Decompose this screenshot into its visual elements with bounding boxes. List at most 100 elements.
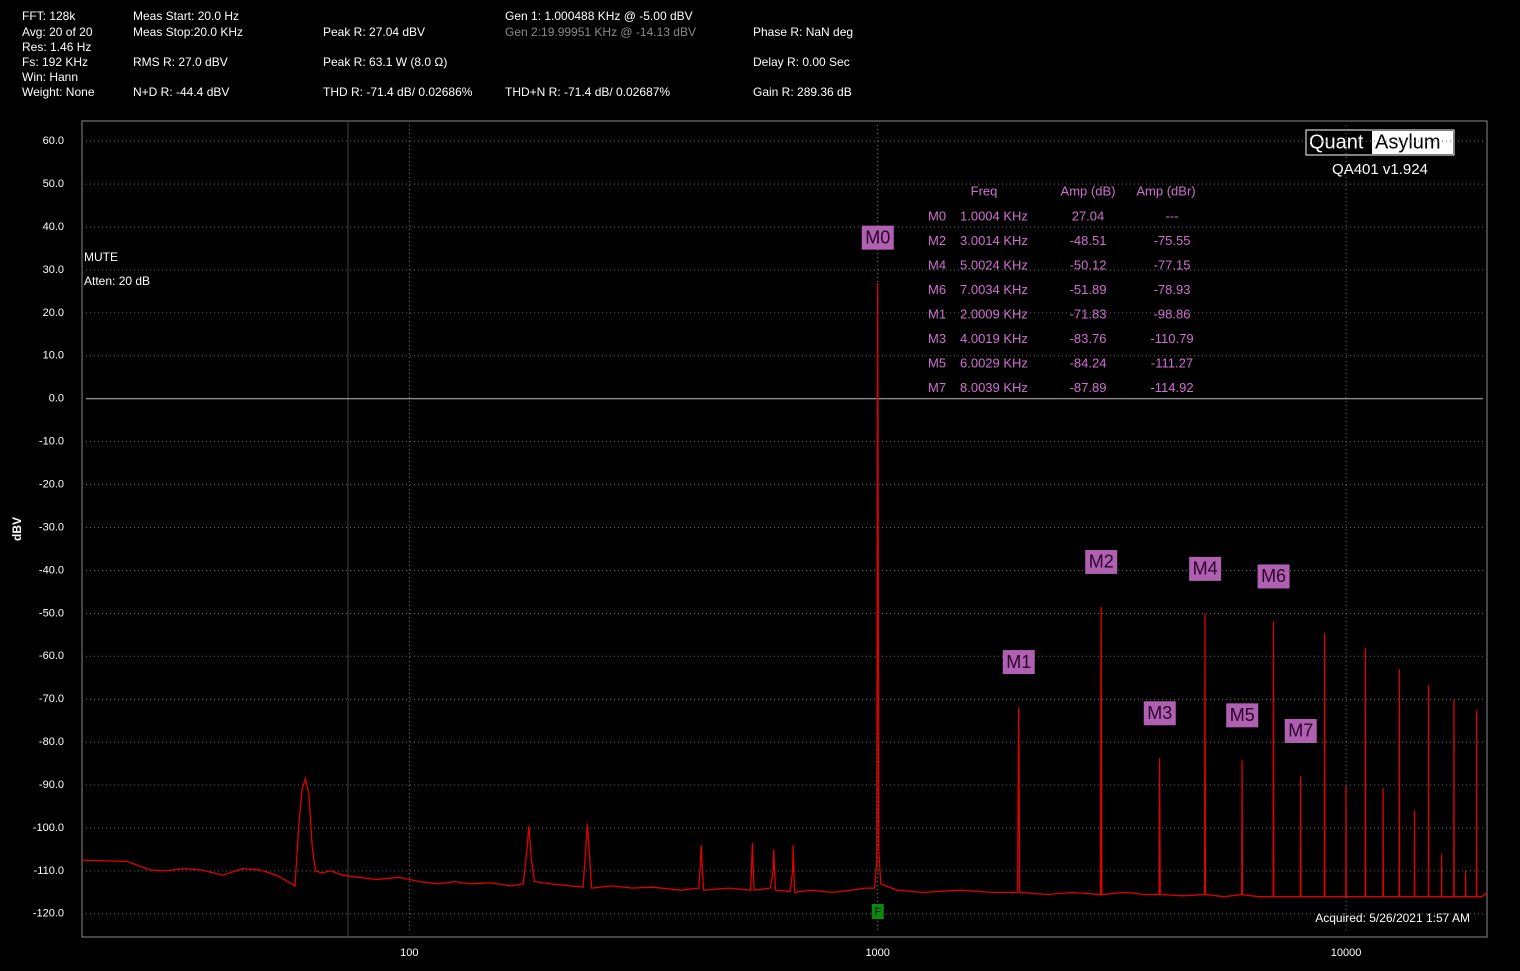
x-tick-label: 100	[400, 947, 418, 959]
readout: Avg: 20 of 20	[22, 25, 93, 39]
marker-tag-label: M4	[1193, 559, 1218, 579]
table-dbr: -114.92	[1150, 380, 1193, 395]
y-tick-label: -80.0	[39, 736, 64, 748]
fundamental-flag-box	[871, 904, 884, 919]
logo-asylum: Asylum	[1375, 131, 1441, 153]
table-dbr: -75.55	[1154, 233, 1191, 248]
fundamental-flag: F	[874, 906, 881, 918]
y-tick-label: -110.0	[34, 865, 64, 877]
table-dbr: -110.79	[1150, 331, 1193, 346]
marker-tag-label: M7	[1288, 721, 1313, 741]
readout: Phase R: NaN deg	[753, 25, 853, 39]
readout: Weight: None	[22, 85, 95, 99]
y-tick-label: 40.0	[43, 221, 64, 233]
table-freq: 1.0004 KHz	[960, 208, 1028, 223]
marker-tag-label: M6	[1261, 566, 1286, 586]
readout: Delay R: 0.00 Sec	[753, 55, 850, 69]
table-freq: 4.0019 KHz	[960, 331, 1028, 346]
atten-note: Atten: 20 dB	[84, 274, 150, 288]
table-header: Amp (dB)	[1061, 183, 1116, 198]
readout: THD R: -71.4 dB/ 0.02686%	[323, 85, 473, 99]
table-marker: M6	[928, 282, 946, 297]
y-tick-label: -40.0	[39, 564, 64, 576]
marker-tag	[1257, 564, 1290, 589]
readout: THD+N R: -71.4 dB/ 0.02687%	[505, 85, 670, 99]
y-tick-label: -60.0	[39, 650, 64, 662]
table-dbr: -98.86	[1154, 306, 1191, 321]
marker-tag	[1002, 650, 1035, 675]
table-amp: -87.89	[1070, 380, 1107, 395]
y-tick-label: -10.0	[39, 436, 64, 448]
logo-fill	[1372, 131, 1453, 154]
table-amp: -51.89	[1070, 282, 1107, 297]
table-freq: 7.0034 KHz	[960, 282, 1028, 297]
marker-tag	[1189, 556, 1222, 581]
readout: FFT: 128k	[22, 9, 76, 23]
marker-tag-label: M0	[865, 227, 890, 247]
table-amp: -48.51	[1070, 233, 1107, 248]
marker-tag	[1226, 703, 1259, 728]
table-amp: -83.76	[1070, 331, 1107, 346]
y-axis-label: dBV	[10, 517, 24, 541]
x-tick-label: 1000	[865, 947, 889, 959]
readout: N+D R: -44.4 dBV	[133, 85, 229, 99]
y-tick-label: -20.0	[39, 478, 64, 490]
readout: Res: 1.46 Hz	[22, 40, 91, 54]
version: QA401 v1.924	[1332, 161, 1428, 178]
table-dbr: -77.15	[1154, 257, 1191, 272]
readout: Gen 1: 1.000488 KHz @ -5.00 dBV	[505, 9, 693, 23]
table-marker: M0	[928, 208, 946, 223]
mute-note: MUTE	[84, 250, 118, 264]
marker-tag	[1284, 718, 1317, 743]
marker-tag-label: M5	[1230, 705, 1255, 725]
marker-tag	[1085, 549, 1118, 574]
readout: Peak R: 27.04 dBV	[323, 25, 425, 39]
table-freq: 3.0014 KHz	[960, 233, 1028, 248]
readout: Gen 2:19.99951 KHz @ -14.13 dBV	[505, 25, 696, 39]
table-header: Freq	[971, 183, 998, 198]
readout: Meas Start: 20.0 Hz	[133, 9, 239, 23]
y-tick-label: 30.0	[43, 264, 64, 276]
y-tick-label: 50.0	[43, 178, 64, 190]
table-marker: M2	[928, 233, 946, 248]
y-tick-label: 20.0	[43, 307, 64, 319]
y-tick-label: -90.0	[39, 779, 64, 791]
x-tick-label: 10000	[1331, 947, 1362, 959]
table-amp: -50.12	[1070, 257, 1107, 272]
marker-tag-label: M3	[1147, 703, 1172, 723]
y-tick-label: -70.0	[39, 693, 64, 705]
readout: Gain R: 289.36 dB	[753, 85, 852, 99]
marker-tag	[861, 225, 894, 250]
acquired: Acquired: 5/26/2021 1:57 AM	[1315, 911, 1470, 925]
y-tick-label: -100.0	[33, 822, 64, 834]
readout: RMS R: 27.0 dBV	[133, 55, 228, 69]
table-marker: M4	[928, 257, 946, 272]
readout: Peak R: 63.1 W (8.0 Ω)	[323, 55, 447, 69]
readout: Win: Hann	[22, 70, 78, 84]
table-amp: -84.24	[1070, 355, 1107, 370]
table-marker: M7	[928, 380, 946, 395]
marker-tag-label: M1	[1006, 652, 1031, 672]
y-tick-label: 0.0	[49, 393, 64, 405]
table-dbr: -78.93	[1154, 282, 1191, 297]
y-tick-label: 10.0	[43, 350, 64, 362]
table-marker: M5	[928, 355, 946, 370]
readout: Meas Stop:20.0 KHz	[133, 25, 243, 39]
table-freq: 2.0009 KHz	[960, 306, 1028, 321]
plot-area	[81, 120, 1488, 938]
y-tick-label: -50.0	[39, 607, 64, 619]
marker-tag	[1143, 701, 1176, 726]
table-amp: -71.83	[1070, 306, 1107, 321]
y-tick-label: -30.0	[39, 521, 64, 533]
table-freq: 6.0029 KHz	[960, 355, 1028, 370]
readout: Fs: 192 KHz	[22, 55, 88, 69]
table-marker: M3	[928, 331, 946, 346]
table-amp: 27.04	[1072, 208, 1105, 223]
table-dbr: -111.27	[1151, 355, 1193, 370]
table-dbr: ---	[1166, 208, 1179, 223]
y-tick-label: -120.0	[33, 908, 64, 920]
table-marker: M1	[928, 306, 946, 321]
marker-tag-label: M2	[1089, 552, 1114, 572]
